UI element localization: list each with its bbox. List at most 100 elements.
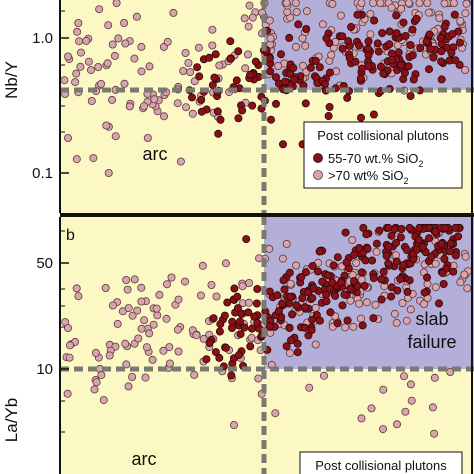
scatter-point-mafic (344, 37, 353, 46)
scatter-point-felsic (169, 8, 178, 17)
scatter-point-mafic (274, 306, 283, 315)
scatter-point-mafic (209, 314, 218, 323)
scatter-point-mafic (297, 272, 306, 281)
scatter-point-mafic (208, 81, 217, 90)
scatter-point-felsic (108, 95, 117, 104)
scatter-point-mafic (408, 25, 417, 34)
scatter-point-felsic (456, 16, 465, 25)
scatter-point-mafic (437, 57, 446, 66)
scatter-point-felsic (302, 7, 311, 16)
scatter-point-felsic (194, 43, 203, 52)
scatter-point-mafic (265, 287, 274, 296)
scatter-point-felsic (186, 68, 195, 77)
scatter-point-mafic (429, 53, 438, 62)
scatter-point-mafic (228, 317, 237, 326)
scatter-point-mafic (384, 223, 393, 232)
panel-a-ytick-label: 0.1 (32, 165, 53, 182)
scatter-point-mafic (230, 284, 239, 293)
scatter-point-mafic (355, 41, 364, 50)
scatter-point-mafic (422, 273, 431, 282)
scatter-point-felsic (387, 3, 396, 12)
scatter-point-mafic (437, 47, 446, 56)
scatter-point-felsic (356, 314, 365, 323)
scatter-point-felsic (221, 259, 230, 268)
scatter-point-felsic (89, 154, 98, 163)
scatter-point-felsic (291, 0, 300, 7)
scatter-point-mafic (226, 37, 235, 46)
scatter-point-mafic (331, 291, 340, 300)
scatter-point-mafic (340, 290, 349, 299)
scatter-point-mafic (343, 316, 352, 325)
scatter-point-mafic (300, 323, 309, 332)
scatter-point-mafic (273, 291, 282, 300)
scatter-point-mafic (396, 275, 405, 284)
scatter-point-mafic (397, 224, 406, 233)
scatter-point-felsic (406, 305, 415, 314)
scatter-point-felsic (72, 69, 81, 78)
scatter-point-felsic (402, 316, 411, 325)
scatter-point-felsic (245, 278, 254, 287)
scatter-point-mafic (412, 14, 421, 23)
scatter-point-mafic (308, 294, 317, 303)
scatter-point-felsic (104, 168, 113, 177)
scatter-point-mafic (405, 223, 414, 232)
panel-b-legend-title: Post collisional plutons (315, 458, 447, 473)
legend-marker-felsic (313, 170, 323, 180)
scatter-point-felsic (215, 61, 224, 70)
scatter-point-mafic (293, 348, 302, 357)
scatter-point-felsic (74, 18, 83, 27)
scatter-point-mafic (281, 77, 290, 86)
scatter-point-mafic (333, 319, 342, 328)
scatter-point-felsic (243, 50, 252, 59)
scatter-point-felsic (461, 9, 470, 18)
scatter-point-mafic (227, 371, 236, 380)
scatter-point-mafic (233, 304, 242, 313)
legend-item-mafic-text: 55-70 wt.% SiO (328, 151, 418, 166)
scatter-point-mafic (391, 238, 400, 247)
scatter-point-mafic (205, 338, 214, 347)
scatter-point-mafic (240, 323, 249, 332)
scatter-point-felsic (349, 322, 358, 331)
scatter-point-mafic (244, 308, 253, 317)
scatter-point-felsic (346, 296, 355, 305)
scatter-point-felsic (87, 66, 96, 75)
scatter-point-felsic (406, 380, 415, 389)
scatter-point-mafic (361, 256, 370, 265)
scatter-point-mafic (306, 63, 315, 72)
scatter-point-mafic (373, 39, 382, 48)
panel-b-y-axis-title: La/Yb (2, 398, 21, 442)
scatter-point-mafic (210, 73, 219, 82)
scatter-point-felsic (282, 239, 291, 248)
scatter-point-mafic (322, 297, 331, 306)
scatter-point-mafic (347, 22, 356, 31)
scatter-point-mafic (216, 320, 225, 329)
scatter-point-felsic (130, 54, 139, 63)
scatter-point-mafic (362, 230, 371, 239)
scatter-point-felsic (165, 359, 174, 368)
scatter-point-mafic (404, 62, 413, 71)
scatter-point-felsic (254, 374, 263, 383)
scatter-point-felsic (327, 51, 336, 60)
scatter-point-mafic (328, 278, 337, 287)
scatter-point-mafic (301, 268, 310, 277)
scatter-point-felsic (108, 40, 117, 49)
panel-a-y-axis-title: Nb/Y (2, 61, 21, 99)
scatter-point-felsic (392, 318, 401, 327)
scatter-point-felsic (190, 77, 199, 86)
scatter-point-mafic (286, 70, 295, 79)
scatter-point-mafic (286, 336, 295, 345)
scatter-point-felsic (424, 8, 433, 17)
scatter-point-mafic (338, 32, 347, 41)
scatter-point-felsic (285, 349, 294, 358)
scatter-point-mafic (414, 235, 423, 244)
scatter-point-mafic (329, 261, 338, 270)
scatter-point-felsic (244, 22, 253, 31)
scatter-point-mafic (427, 252, 436, 261)
scatter-point-felsic (248, 13, 257, 22)
scatter-point-felsic (94, 63, 103, 72)
scatter-point-felsic (137, 42, 146, 51)
scatter-point-mafic (307, 326, 316, 335)
scatter-point-mafic (234, 47, 243, 56)
scatter-point-mafic (375, 226, 384, 235)
scatter-point-mafic (422, 37, 431, 46)
